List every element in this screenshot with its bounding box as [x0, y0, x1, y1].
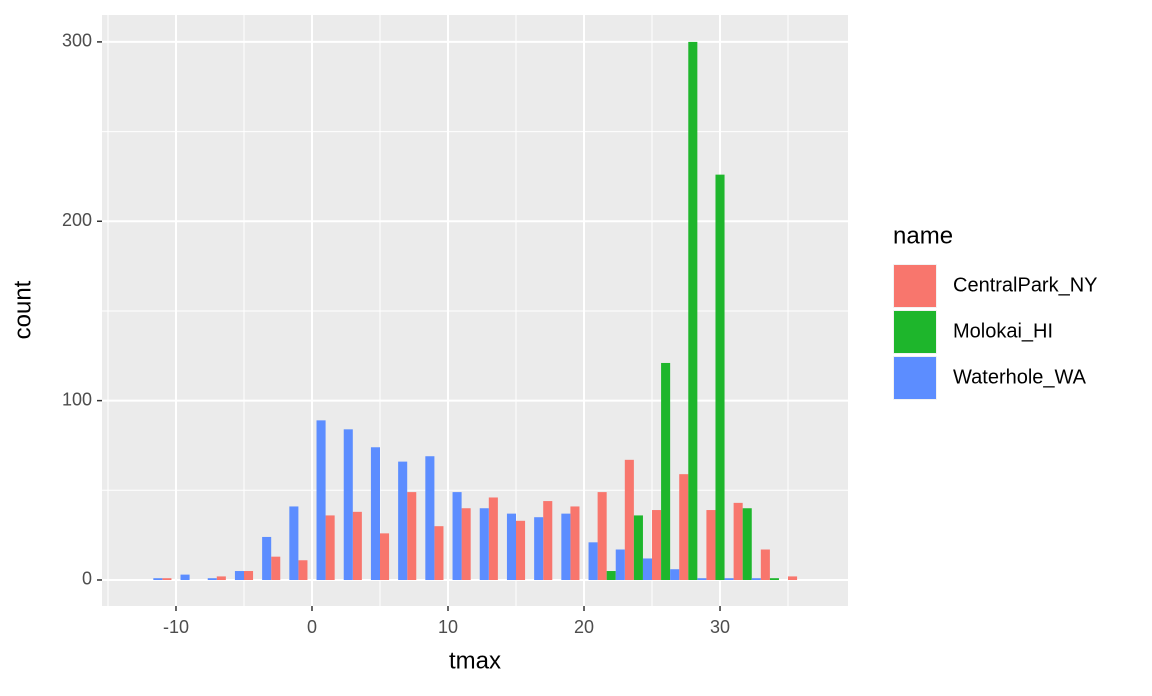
bar — [153, 578, 163, 580]
bar — [298, 560, 308, 580]
x-axis-title: tmax — [449, 647, 501, 674]
bar — [724, 578, 734, 580]
bar — [697, 578, 707, 580]
bar — [561, 513, 571, 580]
x-tick-label: 0 — [307, 617, 317, 637]
bar — [751, 578, 761, 580]
bar — [516, 520, 526, 580]
legend-swatch — [894, 311, 936, 353]
bar — [407, 492, 417, 580]
bar — [633, 515, 643, 580]
bar — [624, 459, 634, 580]
bar — [343, 429, 353, 580]
bar — [379, 533, 390, 580]
bar — [234, 571, 244, 580]
bar — [670, 569, 680, 580]
y-axis-title: count — [9, 280, 36, 339]
bar — [180, 574, 190, 580]
x-tick-label: 30 — [710, 617, 730, 637]
legend-title: name — [893, 222, 953, 249]
bar — [534, 517, 544, 580]
legend-swatch — [894, 357, 936, 399]
bar — [216, 576, 226, 580]
x-tick-label: 10 — [438, 617, 458, 637]
bar — [425, 456, 435, 580]
bar — [452, 492, 462, 580]
bar — [243, 571, 254, 580]
bar — [506, 513, 517, 580]
bar — [207, 578, 217, 580]
bar — [597, 492, 607, 580]
legend-label: CentralPark_NY — [953, 274, 1098, 296]
bar — [461, 508, 471, 580]
bar — [488, 497, 498, 580]
bar — [760, 549, 770, 580]
legend-label: Waterhole_WA — [953, 366, 1087, 388]
bar — [588, 542, 598, 580]
bar — [769, 578, 779, 580]
bar — [742, 508, 752, 580]
x-tick-label: -10 — [163, 617, 189, 637]
x-tick-label: 20 — [574, 617, 594, 637]
bar — [316, 420, 326, 580]
bar — [570, 506, 580, 580]
y-tick-label: 0 — [82, 569, 92, 589]
bar — [733, 502, 743, 580]
bar — [606, 571, 616, 580]
bar — [289, 506, 299, 580]
bar — [262, 536, 272, 580]
bar — [688, 41, 698, 580]
bar — [479, 508, 489, 580]
bar — [352, 511, 362, 580]
bar — [679, 474, 689, 580]
bar — [661, 362, 671, 580]
y-tick-label: 300 — [62, 31, 92, 51]
bar — [543, 501, 553, 580]
legend-swatch — [894, 265, 936, 307]
bar — [398, 461, 408, 580]
bar — [642, 558, 653, 580]
y-tick-label: 200 — [62, 210, 92, 230]
legend-label: Molokai_HI — [953, 320, 1053, 342]
y-tick-label: 100 — [62, 389, 92, 409]
bar — [271, 556, 281, 580]
bar — [715, 174, 725, 580]
bar — [162, 578, 172, 580]
bar — [706, 510, 716, 580]
bar — [652, 510, 662, 580]
bar — [434, 526, 444, 580]
bar — [325, 515, 335, 580]
bar — [615, 549, 625, 580]
bar — [788, 576, 798, 580]
bar — [370, 447, 380, 580]
